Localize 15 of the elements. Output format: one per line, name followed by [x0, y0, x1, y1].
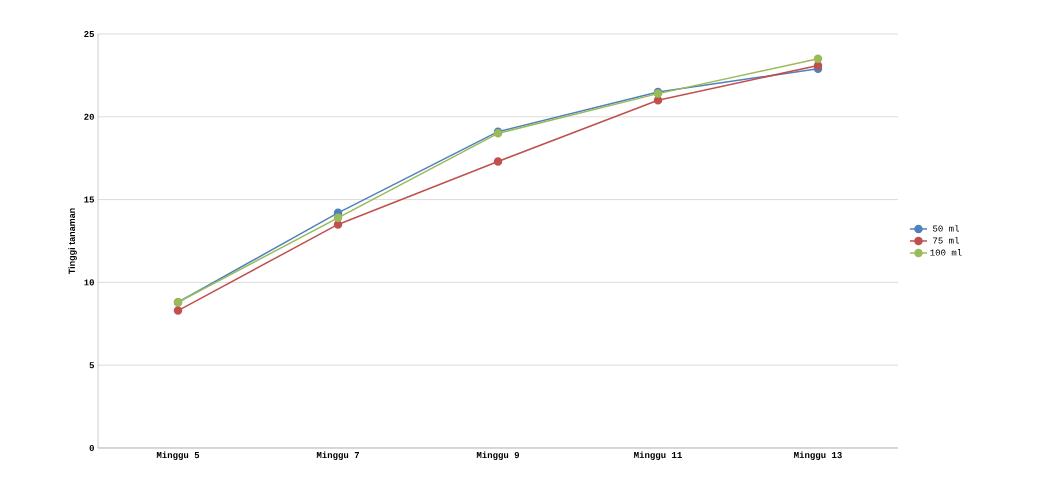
y-tick-label: 25 — [84, 30, 95, 38]
y-tick-label: 15 — [84, 196, 95, 203]
y-tick-label: 20 — [84, 113, 94, 120]
legend-label: 100 ml — [930, 249, 962, 256]
x-tick-label: Minggu 9 — [476, 451, 520, 460]
y-tick-label: 5 — [89, 362, 95, 369]
x-tick-label: Minggu 11 — [634, 451, 682, 460]
legend-label: 75 ml — [933, 236, 959, 244]
y-tick-label: 10 — [84, 279, 94, 286]
x-tick-label: Minggu 13 — [794, 451, 842, 460]
x-tick-label: Minggu 5 — [156, 451, 200, 460]
y-axis-title: Tinggi tanaman — [68, 208, 77, 275]
legend-label: 50 ml — [933, 224, 959, 232]
x-tick-label: Minggu 7 — [316, 451, 359, 460]
y-tick-label: 0 — [89, 444, 94, 452]
